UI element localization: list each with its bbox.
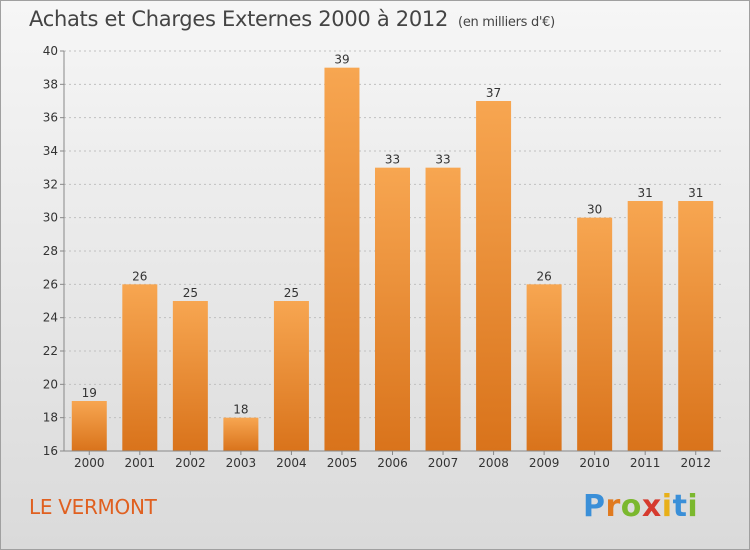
y-tick-label: 24 — [43, 311, 58, 325]
bar — [324, 67, 360, 452]
y-tick-label: 26 — [43, 277, 58, 291]
bar — [375, 167, 410, 451]
bar — [71, 401, 107, 451]
bar — [122, 284, 158, 451]
x-tick-label: 2009 — [529, 456, 560, 470]
x-tick-label: 2005 — [327, 456, 358, 470]
proxiti-logo: Proxiti — [583, 489, 698, 524]
logo-letter: t — [672, 489, 688, 524]
bar-value-label: 39 — [334, 53, 349, 67]
axes: 16 18 20 22 24 26 28 30 32 34 36 38 40 2000 2001 2002 20… — [43, 44, 721, 470]
bar-value-label: 25 — [183, 286, 198, 300]
y-tick-label: 34 — [43, 144, 58, 158]
bar-value-label: 26 — [536, 269, 551, 283]
y-tick-label: 38 — [43, 77, 58, 91]
x-tick-label: 2000 — [74, 456, 105, 470]
bar — [627, 201, 663, 451]
x-tick-label: 2011 — [630, 456, 661, 470]
bar-value-label: 33 — [435, 153, 450, 167]
y-tick-label: 32 — [43, 177, 58, 191]
x-tick-label: 2002 — [175, 456, 206, 470]
x-tick-label: 2001 — [125, 456, 156, 470]
bar-chart: 19 26 25 18 25 39 33 33 37 26 30 31 31 16 18 20 22 24 26 2… — [43, 44, 721, 470]
bar — [678, 201, 714, 451]
y-tick-label: 20 — [43, 377, 58, 391]
logo-letter: r — [605, 489, 621, 524]
bar — [273, 301, 309, 451]
bar-value-label: 31 — [688, 186, 703, 200]
chart-title-text: Achats et Charges Externes 2000 à 2012 — [29, 7, 449, 31]
x-tick-label: 2006 — [377, 456, 408, 470]
logo-letter: P — [583, 489, 606, 524]
x-tick-label: 2007 — [428, 456, 459, 470]
y-tick-label: 36 — [43, 111, 58, 125]
x-tick-label: 2004 — [276, 456, 307, 470]
bar — [425, 167, 461, 451]
bar — [223, 417, 259, 451]
bar-value-label: 18 — [233, 403, 248, 417]
bar-value-label: 25 — [284, 286, 299, 300]
logo-letter: i — [661, 489, 673, 524]
logo-letter: i — [687, 489, 699, 524]
y-tick-label: 28 — [43, 244, 58, 258]
y-tick-label: 30 — [43, 211, 58, 225]
bar — [172, 301, 208, 451]
y-tick-label: 22 — [43, 344, 58, 358]
y-tick-label: 16 — [43, 444, 58, 458]
bar-value-label: 33 — [385, 153, 400, 167]
bar-value-label: 30 — [587, 203, 602, 217]
logo-letter: o — [620, 489, 642, 524]
y-tick-label: 40 — [43, 44, 58, 58]
x-tick-label: 2010 — [579, 456, 610, 470]
x-tick-label: 2003 — [226, 456, 257, 470]
bar — [577, 217, 613, 451]
bar-value-label: 19 — [82, 386, 97, 400]
bar — [526, 284, 562, 451]
chart-title: Achats et Charges Externes 2000 à 2012 (e… — [29, 7, 555, 31]
bar — [476, 101, 512, 451]
commune-name: LE VERMONT — [29, 495, 157, 519]
logo-letter: x — [641, 489, 662, 524]
bar-value-label: 37 — [486, 86, 501, 100]
bars: 19 26 25 18 25 39 33 33 37 26 30 31 31 — [71, 53, 714, 452]
x-tick-label: 2008 — [478, 456, 509, 470]
y-tick-label: 18 — [43, 411, 58, 425]
chart-title-unit: (en milliers d'€) — [458, 15, 555, 30]
bar-value-label: 26 — [132, 269, 147, 283]
bar-value-label: 31 — [638, 186, 653, 200]
x-tick-label: 2012 — [680, 456, 711, 470]
